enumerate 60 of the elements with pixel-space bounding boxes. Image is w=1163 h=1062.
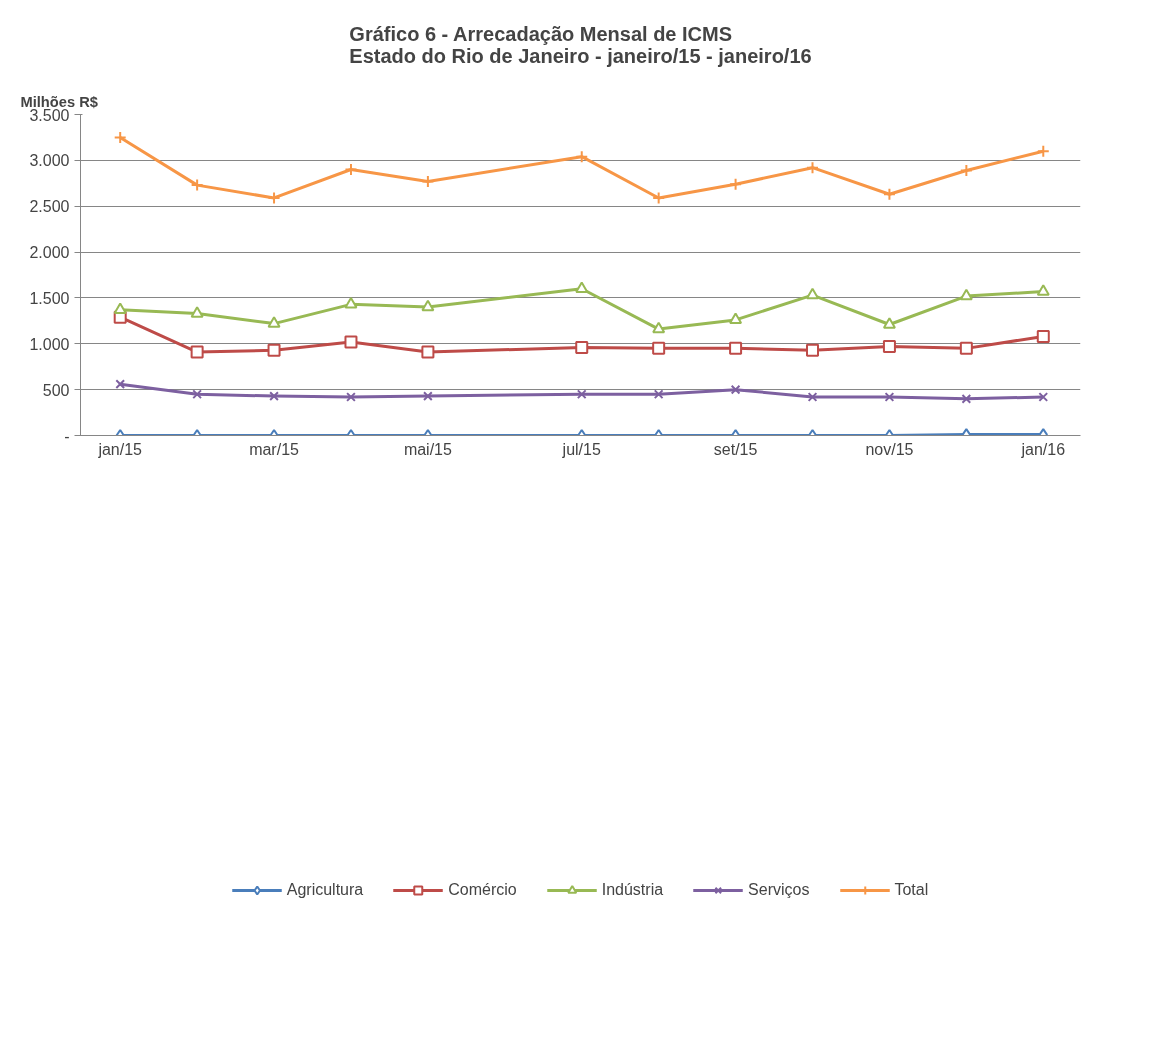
point [269, 391, 279, 401]
y-tick-label: 1.000 [29, 335, 70, 353]
point [729, 312, 743, 325]
point [421, 345, 435, 359]
point [729, 341, 743, 355]
point [729, 177, 743, 191]
point [652, 191, 666, 205]
x-tick-label: mai/15 [403, 440, 453, 458]
y-tick-label: 500 [42, 381, 70, 399]
x-tick-label: jan/15 [97, 440, 143, 458]
point [652, 341, 666, 355]
point [884, 392, 895, 402]
x-tick-label: jul/15 [561, 440, 601, 458]
point [882, 187, 896, 201]
y-tick-label: - [64, 427, 70, 445]
point [730, 384, 741, 395]
point [344, 297, 358, 309]
legend-label: Indústria [601, 881, 664, 899]
point [575, 281, 589, 293]
y-tick-label: 2.500 [29, 198, 70, 216]
point [806, 287, 820, 300]
y-tick-label: 2.000 [29, 244, 70, 262]
legend-label: Comércio [448, 881, 517, 899]
chart-title: Gráfico 6 - Arrecadação Mensal de ICMS Estado do Rio de Janeiro - janeiro/15 - janeiro/16 [349, 22, 812, 67]
point [1036, 284, 1050, 296]
point [423, 391, 433, 401]
x-tick-label: set/15 [713, 440, 758, 458]
point [1036, 144, 1050, 158]
legend-label: Agricultura [286, 881, 364, 899]
point [652, 321, 666, 334]
point [267, 191, 281, 205]
point [267, 343, 281, 357]
point [575, 150, 589, 164]
point [421, 299, 435, 312]
point [882, 317, 896, 329]
point [961, 393, 972, 404]
y-tick-label: 3.000 [29, 152, 70, 170]
point [806, 343, 820, 357]
point [807, 392, 818, 402]
point [576, 389, 587, 400]
legend-label: Total [894, 881, 929, 899]
point [959, 341, 973, 355]
point [1036, 329, 1050, 343]
point [959, 163, 973, 177]
x-tick-label: jan/16 [1020, 440, 1066, 458]
point [346, 392, 356, 402]
point [267, 316, 281, 328]
point [882, 340, 896, 354]
point [575, 340, 589, 354]
x-tick-label: mar/15 [249, 440, 300, 458]
point [344, 335, 358, 349]
legend-label: Serviços [748, 881, 810, 899]
point [1038, 392, 1049, 402]
point [959, 288, 973, 301]
point [421, 174, 435, 188]
x-tick-label: nov/15 [865, 440, 914, 458]
point [344, 163, 358, 177]
y-tick-label: 1.500 [29, 289, 70, 307]
point [653, 389, 664, 400]
point [806, 161, 820, 175]
